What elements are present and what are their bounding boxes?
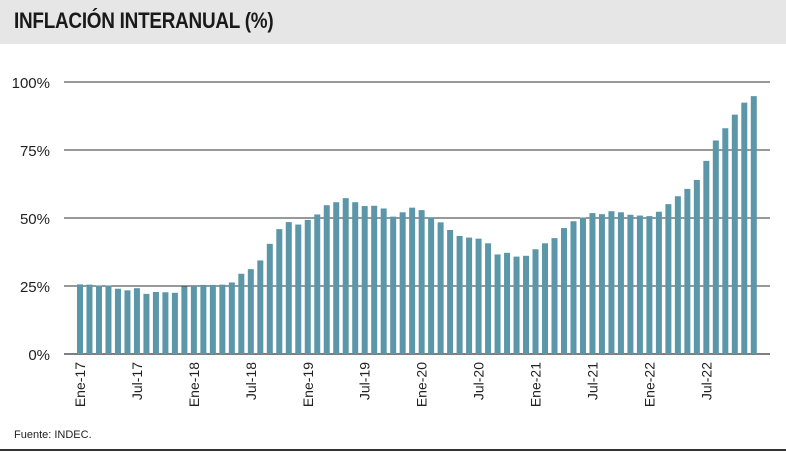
bar-Mar-17 <box>95 285 102 354</box>
title-bar: INFLACIÓN INTERANUAL (%) <box>0 0 786 44</box>
bar-May-20 <box>456 235 463 354</box>
bar-Jun-22 <box>693 179 700 354</box>
y-tick-label: 25% <box>20 279 50 296</box>
bar-Sep-17 <box>152 291 159 354</box>
bar-Jul-17 <box>133 288 140 354</box>
bar-Feb-22 <box>655 211 662 354</box>
bar-Ene-18 <box>190 286 197 354</box>
y-tick-label: 75% <box>20 143 50 160</box>
bar-Oct-19 <box>390 216 397 354</box>
bar-Jul-21 <box>589 213 596 354</box>
bar-series <box>77 96 757 354</box>
bar-Abr-21 <box>560 228 567 354</box>
bottom-divider <box>0 449 786 451</box>
bar-Ago-22 <box>712 140 719 354</box>
x-tick-label: Ene-21 <box>528 362 544 407</box>
bar-Ago-21 <box>598 214 605 354</box>
bar-Ago-18 <box>257 260 264 354</box>
bar-Sep-22 <box>722 128 729 354</box>
bar-May-17 <box>114 288 121 354</box>
bar-Nov-22 <box>741 102 748 354</box>
x-tick-label: Jul-17 <box>129 362 145 400</box>
bar-Oct-22 <box>731 114 738 354</box>
bar-chart: 0% 25% 50% 75% 100% Ene-17 Jul-17 Ene-18 Jul-18… <box>12 75 770 407</box>
bar-Mar-18 <box>209 284 216 354</box>
bar-Nov-17 <box>171 292 178 354</box>
bar-Nov-20 <box>513 256 520 354</box>
bar-May-22 <box>684 188 691 354</box>
y-axis-ticks: 0% 25% 50% 75% 100% <box>12 75 50 364</box>
bar-Ago-19 <box>371 205 378 354</box>
bar-Oct-17 <box>162 292 169 354</box>
bar-Abr-19 <box>333 202 340 354</box>
bar-Mar-20 <box>437 222 444 354</box>
x-axis-ticks: Ene-17 Jul-17 Ene-18 Jul-18 Ene-19 Jul-19 Ene-… <box>72 362 714 407</box>
bar-Jun-19 <box>352 202 359 354</box>
bar-Jul-22 <box>703 160 710 354</box>
y-tick-label: 0% <box>28 347 50 364</box>
bar-Jul-20 <box>475 238 482 354</box>
bar-Ene-22 <box>646 216 653 354</box>
bar-Jun-17 <box>124 290 131 354</box>
bar-Dic-20 <box>523 255 530 354</box>
bar-Feb-21 <box>542 243 549 354</box>
y-tick-label: 100% <box>12 75 50 92</box>
bar-Dic-19 <box>409 207 416 354</box>
bar-Feb-19 <box>314 214 321 354</box>
y-tick-label: 50% <box>20 211 50 228</box>
bar-May-18 <box>228 282 235 354</box>
bar-Ago-17 <box>143 293 150 354</box>
bar-Mar-22 <box>665 204 672 354</box>
bar-Ene-17 <box>77 284 83 354</box>
bar-Sep-18 <box>266 243 273 354</box>
bar-Jun-21 <box>579 217 586 354</box>
bar-Dic-17 <box>181 286 188 354</box>
x-tick-label: Jul-20 <box>471 362 487 400</box>
bar-Jul-18 <box>247 269 254 354</box>
bar-May-21 <box>570 221 577 354</box>
bar-Sep-19 <box>380 208 387 354</box>
bar-Feb-17 <box>86 284 93 354</box>
bar-Nov-18 <box>285 222 292 354</box>
bar-Ene-20 <box>418 210 425 354</box>
bar-Abr-17 <box>105 285 112 354</box>
bar-Dic-22 <box>750 96 757 354</box>
x-tick-label: Jul-19 <box>357 362 373 400</box>
bar-Oct-20 <box>504 252 511 354</box>
gridlines <box>64 81 770 355</box>
bar-May-19 <box>342 198 349 354</box>
bar-Jun-18 <box>238 273 245 354</box>
x-tick-label: Ene-18 <box>186 362 202 407</box>
bar-Jun-20 <box>466 237 473 354</box>
bar-Mar-19 <box>323 205 330 354</box>
chart-title: INFLACIÓN INTERANUAL (%) <box>14 8 274 33</box>
x-tick-label: Ene-17 <box>72 362 88 407</box>
bar-Mar-21 <box>551 238 558 354</box>
bar-Nov-21 <box>627 214 634 354</box>
bar-Feb-18 <box>200 284 207 354</box>
bar-Sep-21 <box>608 211 615 354</box>
x-tick-label: Jul-18 <box>243 362 259 400</box>
bar-Nov-19 <box>399 212 406 354</box>
x-tick-label: Ene-19 <box>300 362 316 407</box>
bar-Ene-21 <box>532 249 539 354</box>
x-tick-label: Jul-22 <box>698 362 714 400</box>
bar-Abr-18 <box>219 284 226 354</box>
x-tick-label: Ene-20 <box>414 362 430 407</box>
bar-Abr-20 <box>447 229 454 354</box>
x-tick-label: Jul-21 <box>585 362 601 400</box>
bar-Sep-20 <box>494 254 501 354</box>
bar-Abr-22 <box>674 196 681 354</box>
bar-Feb-20 <box>428 217 435 354</box>
bar-Jul-19 <box>361 206 368 354</box>
bar-Ene-19 <box>304 219 311 354</box>
source-note: Fuente: INDEC. <box>14 429 92 441</box>
bar-Oct-18 <box>276 229 283 354</box>
bar-Ago-20 <box>485 243 492 354</box>
bar-Dic-21 <box>636 215 643 354</box>
bar-Dic-18 <box>295 224 302 354</box>
bar-Oct-21 <box>617 212 624 354</box>
x-tick-label: Ene-22 <box>641 362 657 407</box>
